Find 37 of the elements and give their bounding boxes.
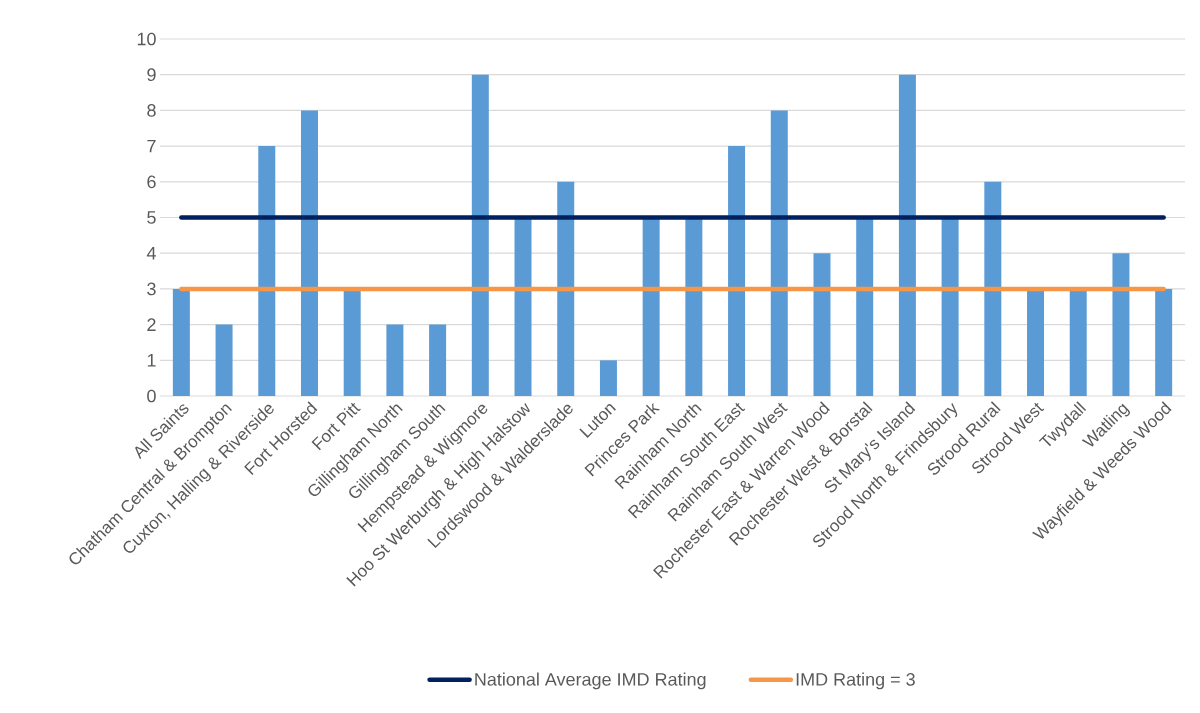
legend-label: National Average IMD Rating <box>475 672 706 690</box>
bar <box>728 146 746 396</box>
bar <box>984 181 1002 396</box>
bar <box>685 217 703 396</box>
bar <box>429 324 447 396</box>
bar <box>215 324 233 396</box>
bar <box>343 288 361 396</box>
y-tick-label: 3 <box>147 282 156 296</box>
y-tick-label: 5 <box>147 211 156 224</box>
bar <box>770 110 788 396</box>
y-tick-label: 4 <box>146 247 156 260</box>
y-tick-label: 9 <box>147 68 156 82</box>
y-tick-label: 7 <box>147 139 156 153</box>
bar <box>599 360 617 396</box>
bar <box>898 74 916 396</box>
bar <box>386 324 404 396</box>
bar <box>258 146 276 396</box>
bar <box>1112 253 1130 396</box>
y-tick-label: 8 <box>147 104 156 117</box>
y-tick-label: 1 <box>147 354 156 367</box>
y-tick-label: 0 <box>147 389 156 403</box>
bar <box>557 181 575 396</box>
bar <box>471 74 489 396</box>
bar <box>172 288 190 396</box>
bar <box>514 217 532 396</box>
bar <box>1155 288 1173 396</box>
bar <box>813 253 831 396</box>
legend-label: IMD Rating = 3 <box>796 672 915 690</box>
y-tick-label: 6 <box>147 175 156 189</box>
bar <box>941 217 959 396</box>
bar <box>642 217 660 396</box>
y-tick-label: 2 <box>147 318 156 331</box>
bar <box>1027 288 1045 396</box>
bar <box>300 110 318 396</box>
bar <box>856 217 874 396</box>
y-tick-label: 10 <box>137 32 156 46</box>
bar <box>1069 288 1087 396</box>
